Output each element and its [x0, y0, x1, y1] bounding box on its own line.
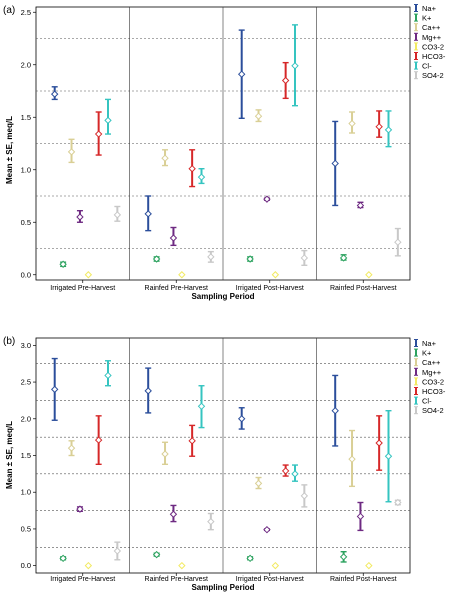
legend-label: Mg++ [422, 368, 442, 377]
legend-label: K+ [422, 14, 432, 23]
chart-panel-a: (a) 0.0 0.5 1.0 1.5 2.0 2.5 Irrigated Pre-Harve… [3, 4, 446, 301]
y-tick-label: 2.5 [21, 8, 31, 17]
legend-label: Ca++ [422, 358, 441, 367]
legend-label: HCO3- [422, 387, 446, 396]
legend-label: Na+ [422, 339, 437, 348]
x-tick-label: Rainfed Pre-Harvest [145, 285, 208, 292]
x-axis-title: Sampling Period [191, 583, 254, 592]
legend-label: K+ [422, 349, 432, 358]
x-tick-label: Rainfed Post-Harvest [330, 285, 397, 292]
y-tick-label: 0.0 [21, 270, 31, 279]
legend-label: SO4-2 [422, 406, 444, 415]
y-tick-label: 1.5 [21, 113, 31, 122]
legend: Na+K+Ca++Mg++CO3-2HCO3-Cl-SO4-2 [414, 4, 446, 80]
legend-label: Na+ [422, 4, 437, 13]
legend-label: Ca++ [422, 23, 441, 32]
panel-label: (b) [3, 336, 15, 347]
y-tick-label: 2.0 [21, 60, 31, 69]
y-tick-label: 2.0 [21, 414, 31, 423]
x-axis-title: Sampling Period [191, 292, 254, 301]
panel-label: (a) [3, 5, 15, 16]
legend-label: Cl- [422, 62, 432, 71]
legend-label: Cl- [422, 397, 432, 406]
y-tick-label: 0.5 [21, 524, 31, 533]
legend-label: CO3-2 [422, 377, 444, 386]
y-tick-label: 2.5 [21, 378, 31, 387]
x-tick-label: Rainfed Pre-Harvest [145, 576, 208, 583]
y-tick-label: 1.0 [21, 488, 31, 497]
legend-label: Mg++ [422, 33, 442, 42]
legend-label: CO3-2 [422, 42, 444, 51]
error-bar-k [247, 256, 253, 262]
y-tick-label: 1.5 [21, 451, 31, 460]
error-bar-so42 [395, 500, 401, 506]
error-bar-mg [77, 506, 83, 512]
x-tick-label: Irrigated Pre-Harvest [50, 576, 115, 583]
error-bar-k [60, 261, 66, 267]
x-tick-label: Irrigated Post-Harvest [236, 285, 304, 292]
x-tick-label: Irrigated Pre-Harvest [50, 285, 115, 292]
error-bar-k [60, 555, 66, 561]
error-bar-k [154, 552, 160, 558]
error-bar-k [154, 256, 160, 262]
x-tick-label: Rainfed Post-Harvest [330, 576, 397, 583]
y-tick-label: 0.5 [21, 218, 31, 227]
legend-label: HCO3- [422, 52, 446, 61]
error-bar-k [247, 555, 253, 561]
y-axis-title: Mean ± SE, meq/L [5, 421, 14, 489]
legend-label: SO4-2 [422, 71, 444, 80]
y-tick-label: 3.0 [21, 341, 31, 350]
x-tick-label: Irrigated Post-Harvest [236, 576, 304, 583]
y-tick-label: 0.0 [21, 561, 31, 570]
y-tick-label: 1.0 [21, 165, 31, 174]
chart-panel-b: (b) 0.0 0.5 1.0 1.5 2.0 2.5 3.0 Irrigated Pre-Ha… [3, 336, 446, 592]
y-axis-title: Mean ± SE, meq/L [5, 116, 14, 184]
